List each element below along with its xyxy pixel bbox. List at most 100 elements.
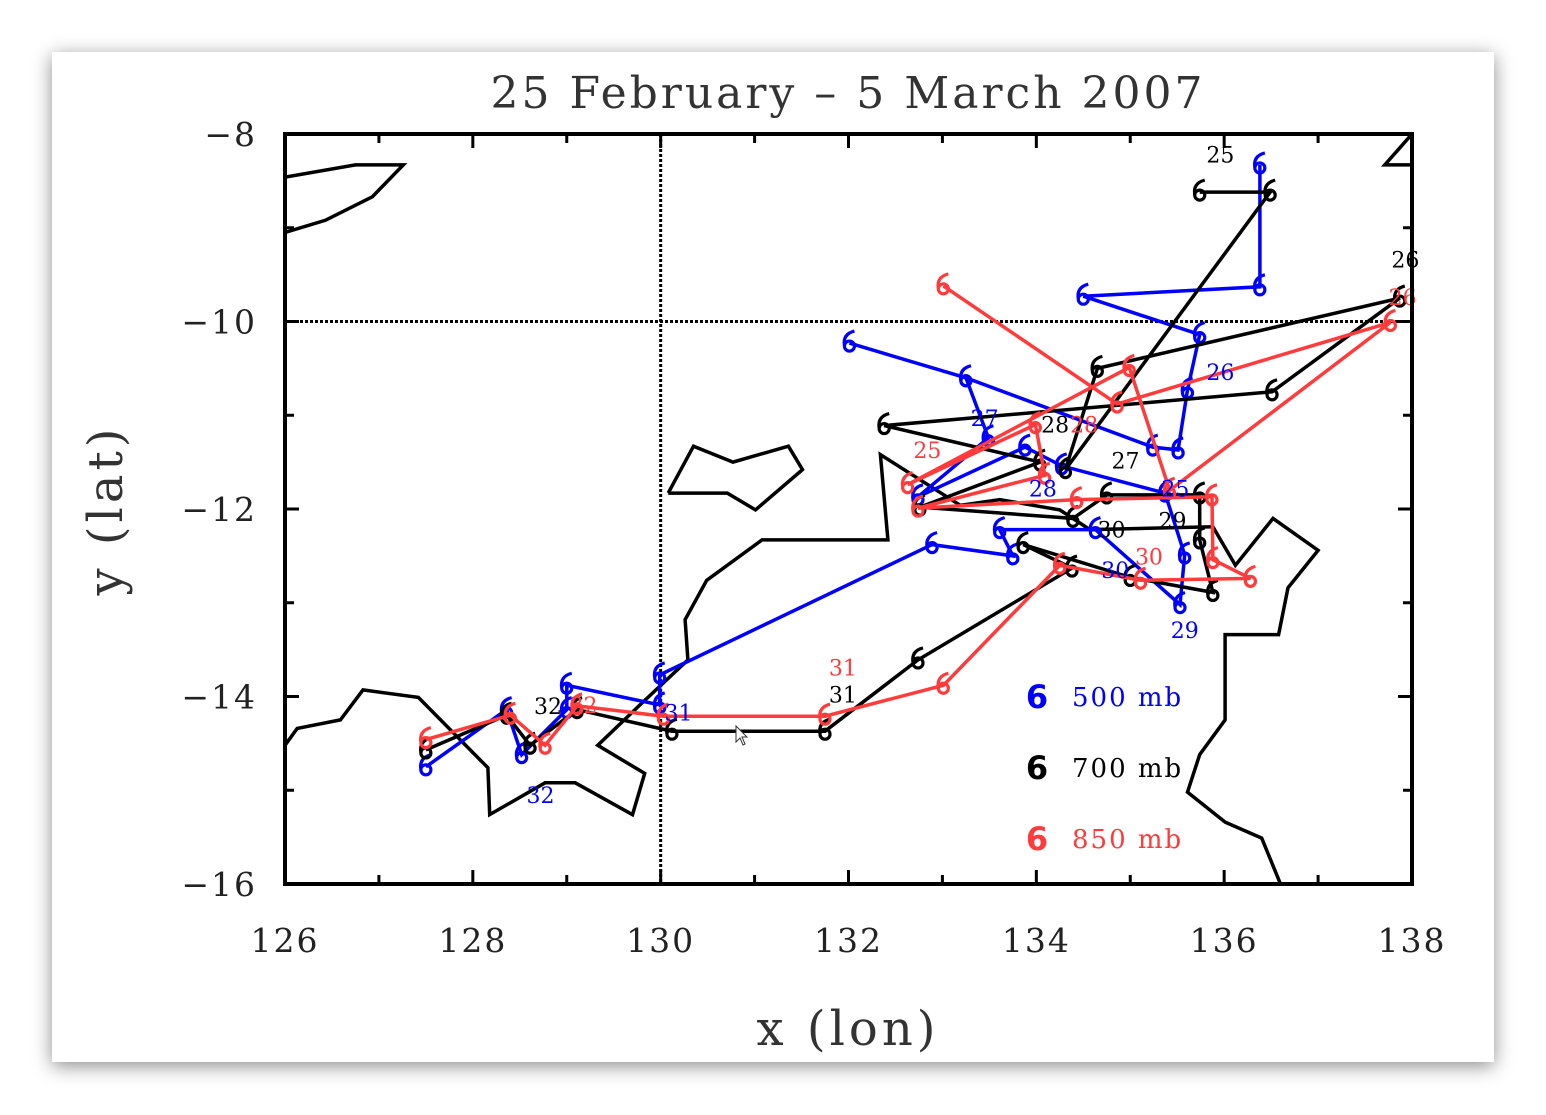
track-point-marker	[538, 731, 552, 755]
track-point-marker	[1052, 551, 1067, 575]
day-label: 30	[1097, 519, 1125, 544]
track-point-marker	[936, 272, 950, 296]
day-label: 26	[1206, 361, 1234, 386]
track-point-marker	[1192, 526, 1207, 550]
track-point-marker	[911, 646, 925, 670]
track-point-marker	[1243, 564, 1258, 588]
track-point-marker	[1192, 321, 1207, 345]
track-point-marker	[418, 726, 433, 750]
track-point-marker	[1058, 456, 1073, 480]
day-label: 32	[534, 695, 562, 720]
chart-title: 25 February – 5 March 2007	[490, 68, 1205, 119]
track-point-marker	[1252, 273, 1267, 297]
legend-label: 700 mb	[1072, 754, 1183, 784]
day-label: 25	[913, 439, 941, 464]
track-point-marker	[1088, 516, 1103, 540]
track-point-marker	[503, 701, 517, 725]
track-point-marker	[818, 702, 832, 726]
track-point-marker	[1016, 531, 1030, 555]
track-point-marker	[1005, 542, 1020, 566]
day-label: 31	[665, 701, 693, 726]
track-point-marker	[1066, 504, 1080, 528]
track-point-marker	[1252, 151, 1267, 175]
track-point-marker	[665, 717, 679, 741]
track-point-marker	[1177, 541, 1192, 565]
track-point-marker	[1206, 578, 1220, 602]
x-tick-label: 126	[251, 921, 320, 960]
track-point-marker	[1110, 390, 1124, 414]
day-label: 26	[1391, 249, 1419, 274]
track-point-marker	[1018, 433, 1032, 457]
series-500-mb	[418, 151, 1267, 777]
x-tick-label: 128	[438, 921, 507, 960]
track-point-marker	[1162, 476, 1177, 500]
track-point-marker	[842, 329, 857, 353]
track-point-marker	[1133, 566, 1148, 590]
x-tick-label: 134	[1002, 921, 1071, 960]
track-point-marker	[1206, 546, 1220, 570]
legend-marker: 6	[1026, 749, 1048, 787]
plot-border	[283, 132, 1414, 886]
day-label: 31	[829, 684, 857, 709]
track-point-marker	[959, 364, 973, 388]
track-point-marker	[911, 494, 925, 518]
y-tick-label: −10	[181, 303, 257, 342]
track-point-marker	[936, 671, 950, 695]
legend-marker: 6	[1026, 820, 1048, 858]
chart-frame	[52, 52, 1494, 1062]
y-tick-label: −8	[204, 115, 257, 154]
reference-lines	[285, 134, 1412, 884]
track-point-marker	[900, 471, 915, 495]
day-label: 32	[526, 784, 554, 809]
day-label: 30	[1101, 559, 1129, 584]
coastlines	[285, 134, 1412, 884]
day-labels: 2526272829303132252627282930313225262830…	[526, 144, 1419, 809]
legend-marker: 6	[1026, 678, 1048, 716]
track-point-marker	[1205, 483, 1219, 507]
day-label: 25	[1161, 477, 1189, 502]
coastline	[285, 163, 408, 235]
day-label: 29	[1159, 509, 1187, 534]
track-point-marker	[1263, 178, 1277, 202]
x-tick-label: 130	[626, 921, 695, 960]
track-line	[425, 190, 1401, 752]
day-label: 28	[1070, 414, 1098, 439]
y-tick-label: −14	[181, 678, 257, 717]
y-tick-label: −12	[181, 490, 257, 529]
track-point-marker	[1037, 461, 1052, 485]
y-tick-label: −16	[181, 865, 257, 904]
track-point-marker	[925, 531, 939, 555]
y-axis-title: y (lat)	[78, 424, 134, 596]
day-label: 27	[1112, 449, 1140, 474]
series-700-mb	[418, 178, 1407, 760]
track-point-marker	[652, 691, 667, 715]
x-tick-label: 138	[1378, 921, 1447, 960]
day-label: 32	[569, 694, 597, 719]
track-point-marker	[1076, 282, 1090, 306]
track-point-marker	[1122, 353, 1136, 377]
track-point-marker	[652, 661, 667, 685]
day-label: 25	[1206, 144, 1234, 169]
track-point-marker	[1054, 452, 1069, 476]
x-tick-label: 132	[814, 921, 883, 960]
day-label: 30	[1135, 546, 1163, 571]
track-point-marker	[1192, 178, 1207, 202]
mouse-cursor-icon	[735, 724, 749, 746]
track-line	[424, 164, 1262, 769]
track-point-marker	[559, 671, 574, 695]
track-point-marker	[1069, 486, 1084, 510]
track-line	[425, 284, 1392, 748]
track-point-marker	[1392, 284, 1407, 308]
track-point-marker	[656, 702, 671, 726]
track-point-marker	[1090, 354, 1104, 378]
coastline	[666, 443, 805, 513]
legend: 6 500 mb 6 700 mb 6 850 mb	[1026, 678, 1183, 858]
track-point-marker	[992, 516, 1007, 540]
day-label: 27	[971, 407, 999, 432]
coastline	[285, 451, 1321, 884]
track-point-marker	[1383, 308, 1397, 332]
tracks	[418, 151, 1407, 777]
legend-label: 500 mb	[1072, 683, 1183, 713]
day-label: 31	[829, 657, 857, 682]
